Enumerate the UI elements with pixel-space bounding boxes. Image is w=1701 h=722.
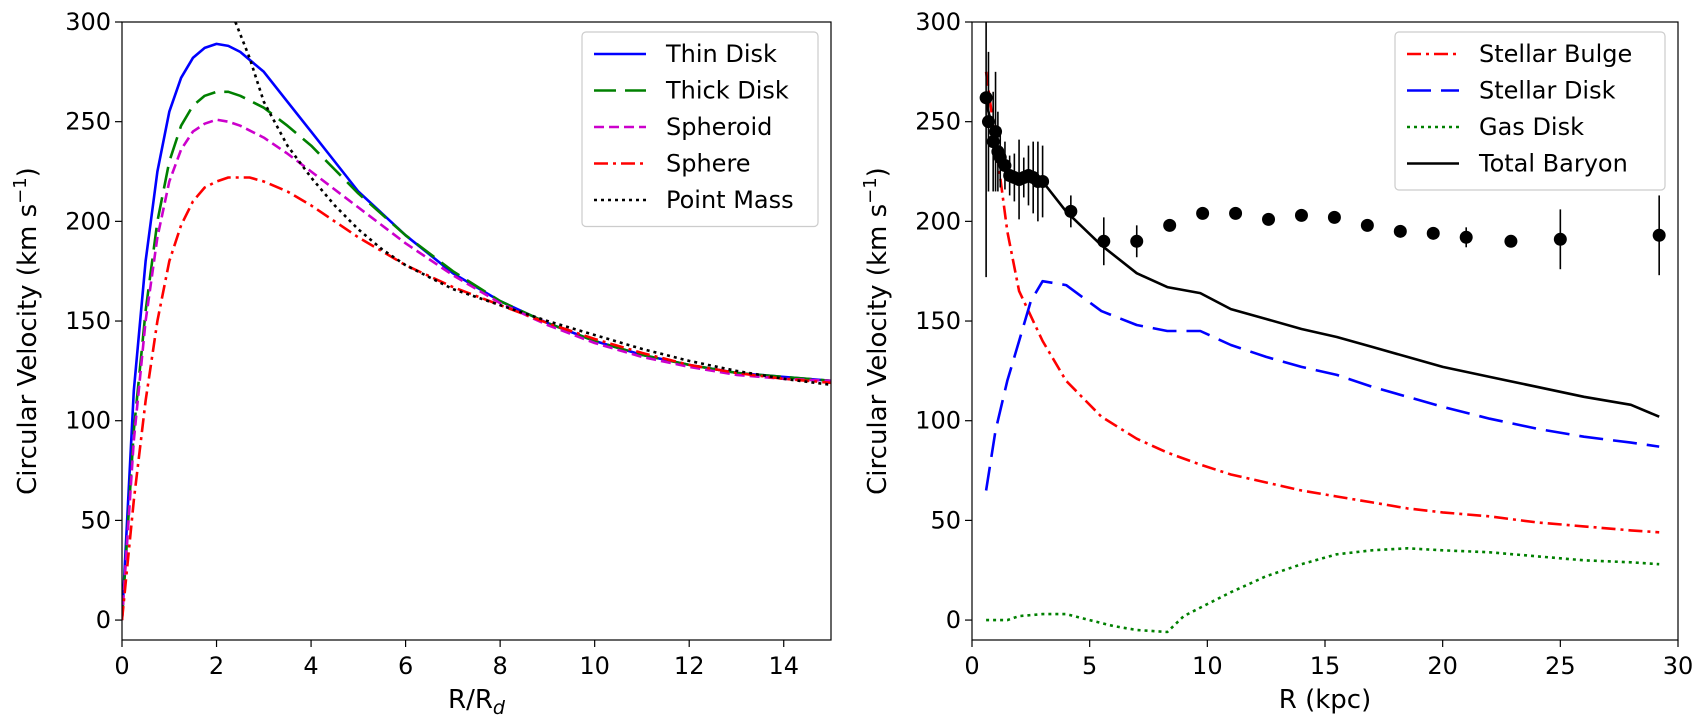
left-series-lines bbox=[122, 22, 831, 621]
y-tick-label: 100 bbox=[65, 407, 111, 435]
data-point bbox=[1130, 234, 1144, 248]
left-x-axis-label-main: R/R bbox=[448, 685, 493, 715]
data-point bbox=[981, 115, 995, 129]
left-x-ticks: 0 2 4 6 8 10 12 14 bbox=[114, 640, 799, 680]
left-y-axis-label-close: ) bbox=[13, 167, 43, 177]
series-line-stellar-bulge bbox=[984, 71, 1660, 534]
right-y-axis-label-sup: −1 bbox=[860, 177, 881, 204]
series-line-sphere bbox=[122, 176, 831, 621]
x-tick-label: 10 bbox=[579, 652, 610, 680]
data-point bbox=[1504, 234, 1518, 248]
right-x-axis-label: R (kpc) bbox=[1279, 685, 1371, 715]
y-tick-label: 100 bbox=[915, 407, 961, 435]
data-point bbox=[1459, 230, 1473, 244]
data-point bbox=[998, 159, 1012, 173]
y-tick-label: 300 bbox=[915, 8, 961, 36]
data-point bbox=[1360, 218, 1374, 232]
y-tick-label: 50 bbox=[80, 506, 111, 534]
left-y-axis-label-sup: −1 bbox=[10, 177, 31, 204]
left-x-axis-label-sub: d bbox=[493, 697, 506, 719]
data-point bbox=[989, 125, 1003, 139]
data-point bbox=[1064, 204, 1078, 218]
y-tick-label: 200 bbox=[65, 207, 111, 235]
left-y-axis-label-main: Circular Velocity (km s bbox=[13, 204, 43, 495]
legend-label: Sphere bbox=[666, 150, 751, 178]
data-point bbox=[1393, 224, 1407, 238]
y-tick-label: 50 bbox=[930, 506, 961, 534]
left-y-axis-label: Circular Velocity (km s−1) bbox=[10, 167, 43, 495]
x-tick-label: 2 bbox=[209, 652, 224, 680]
right-legend: Stellar Bulge Stellar Disk Gas Disk Total B… bbox=[1394, 31, 1666, 191]
legend-label: Point Mass bbox=[666, 186, 794, 214]
x-tick-label: 10 bbox=[1192, 652, 1223, 680]
x-tick-label: 25 bbox=[1545, 652, 1576, 680]
y-tick-label: 200 bbox=[915, 207, 961, 235]
legend-label: Stellar Disk bbox=[1479, 77, 1616, 105]
data-point bbox=[1262, 212, 1276, 226]
data-point bbox=[1294, 208, 1308, 222]
x-tick-label: 4 bbox=[303, 652, 318, 680]
legend-label: Stellar Bulge bbox=[1479, 40, 1632, 68]
data-point bbox=[986, 135, 1000, 149]
legend-label: Gas Disk bbox=[1479, 113, 1584, 141]
data-point bbox=[1097, 234, 1111, 248]
x-tick-label: 12 bbox=[674, 652, 705, 680]
legend-label: Thick Disk bbox=[665, 77, 789, 105]
x-tick-label: 6 bbox=[398, 652, 413, 680]
right-y-axis-label: Circular Velocity (km s−1) bbox=[860, 167, 893, 495]
data-point bbox=[979, 91, 993, 105]
x-tick-label: 8 bbox=[492, 652, 507, 680]
x-tick-label: 20 bbox=[1427, 652, 1458, 680]
x-tick-label: 15 bbox=[1310, 652, 1341, 680]
data-point bbox=[1036, 174, 1050, 188]
x-tick-label: 5 bbox=[1082, 652, 1097, 680]
data-point bbox=[1553, 232, 1567, 246]
data-point bbox=[1163, 218, 1177, 232]
data-point bbox=[1652, 228, 1666, 242]
right-y-axis-label-close: ) bbox=[863, 167, 893, 177]
y-tick-label: 150 bbox=[65, 307, 111, 335]
series-line-stellar-disk bbox=[984, 279, 1660, 491]
y-tick-label: 150 bbox=[915, 307, 961, 335]
data-point bbox=[1426, 226, 1440, 240]
legend-label: Total Baryon bbox=[1478, 150, 1628, 178]
y-tick-label: 250 bbox=[915, 108, 961, 136]
y-tick-label: 0 bbox=[946, 606, 961, 634]
series-line-point-mass bbox=[234, 22, 831, 387]
left-panel: 0 2 4 6 8 10 12 14 0 50 100 150 200 250 300 R/Rd Circ… bbox=[10, 8, 832, 719]
legend-label: Thin Disk bbox=[665, 40, 777, 68]
left-x-axis-label: R/Rd bbox=[448, 685, 506, 719]
right-observations bbox=[979, 22, 1666, 278]
series-line-thin-disk bbox=[122, 42, 831, 621]
left-y-ticks: 0 50 100 150 200 250 300 bbox=[65, 8, 122, 634]
data-point bbox=[1229, 206, 1243, 220]
legend-box bbox=[581, 31, 819, 228]
data-point bbox=[1327, 210, 1341, 224]
y-tick-label: 250 bbox=[65, 108, 111, 136]
right-y-axis-label-main: Circular Velocity (km s bbox=[863, 204, 893, 495]
y-tick-label: 0 bbox=[96, 606, 111, 634]
x-tick-label: 0 bbox=[964, 652, 979, 680]
series-line-gas-disk bbox=[986, 546, 1660, 634]
x-tick-label: 14 bbox=[768, 652, 799, 680]
series-line-thick-disk bbox=[122, 90, 831, 621]
x-tick-label: 30 bbox=[1663, 652, 1694, 680]
legend-label: Spheroid bbox=[666, 113, 772, 141]
right-y-ticks: 0 50 100 150 200 250 300 bbox=[915, 8, 972, 634]
left-plot-frame bbox=[121, 21, 832, 641]
left-legend: Thin Disk Thick Disk Spheroid Sphere Point M… bbox=[581, 31, 819, 228]
y-tick-label: 300 bbox=[65, 8, 111, 36]
data-point bbox=[1196, 206, 1210, 220]
right-x-ticks: 0 5 10 15 20 25 30 bbox=[964, 640, 1693, 680]
legend-box bbox=[1394, 31, 1666, 191]
x-tick-label: 0 bbox=[114, 652, 129, 680]
